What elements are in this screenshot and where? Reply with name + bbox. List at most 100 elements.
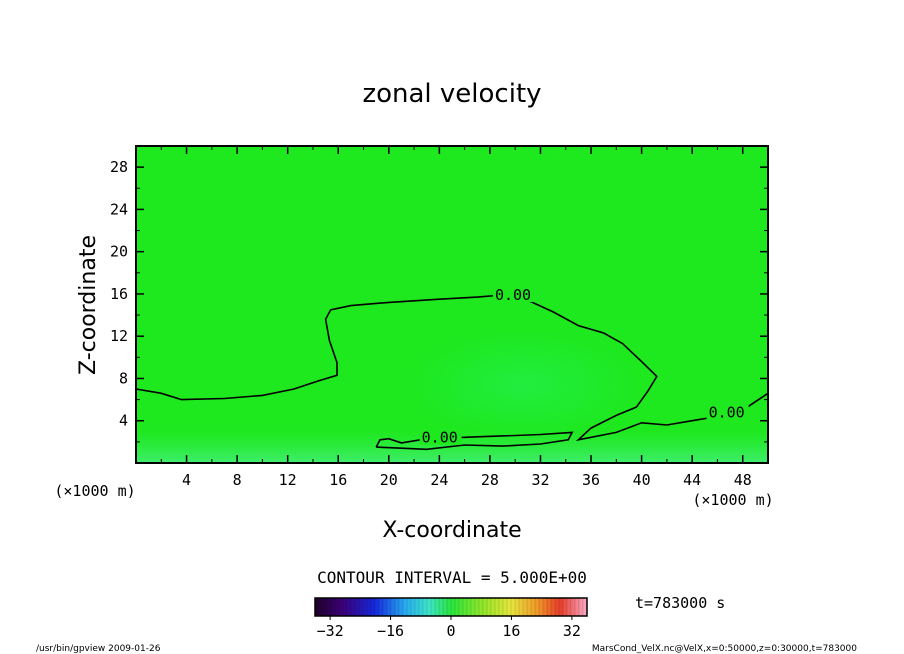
colorbar-cell xyxy=(371,598,376,616)
x-tick-label: 44 xyxy=(683,471,701,489)
field-maximum-region xyxy=(410,330,640,440)
colorbar-cell xyxy=(335,598,340,616)
contour-interval-label: CONTOUR INTERVAL = 5.000E+00 xyxy=(317,568,587,587)
x-tick-label: 8 xyxy=(233,471,242,489)
colorbar-cell xyxy=(515,598,520,616)
colorbar-cell xyxy=(431,598,436,616)
x-tick-label: 40 xyxy=(633,471,651,489)
colorbar-cell xyxy=(507,598,512,616)
chart-title: zonal velocity xyxy=(362,79,541,109)
colorbar-cell xyxy=(475,598,480,616)
colorbar-cell xyxy=(379,598,384,616)
colorbar-cell xyxy=(419,598,424,616)
colorbar-cell xyxy=(495,598,500,616)
y-tick-label: 8 xyxy=(119,369,128,387)
colorbar-cell xyxy=(479,598,484,616)
colorbar-cell xyxy=(519,598,524,616)
colorbar xyxy=(314,598,588,616)
contour-line-0 xyxy=(135,294,769,442)
x-axis-label: X-coordinate xyxy=(382,518,521,543)
contour-label: 0.00 xyxy=(709,403,745,421)
colorbar-cell xyxy=(451,598,456,616)
colorbar-cell xyxy=(323,598,328,616)
colorbar-cell xyxy=(567,598,572,616)
colorbar-cell xyxy=(423,598,428,616)
y-tick-label: 4 xyxy=(119,412,128,430)
colorbar-cell xyxy=(487,598,492,616)
colorbar-cell xyxy=(583,598,588,616)
colorbar-cell xyxy=(575,598,580,616)
colorbar-ticks: −32 −16 0 16 32 xyxy=(317,616,581,640)
colorbar-cell xyxy=(531,598,536,616)
y-tick-label: 12 xyxy=(110,327,128,345)
x-tick-label: 12 xyxy=(279,471,297,489)
colorbar-cell xyxy=(319,598,324,616)
colorbar-cell xyxy=(535,598,540,616)
x-tick-label: 24 xyxy=(430,471,448,489)
colorbar-cell xyxy=(555,598,560,616)
colorbar-cell xyxy=(439,598,444,616)
colorbar-cell xyxy=(363,598,368,616)
plot-area: 0.000.000.00 4 8 12 16 20 24 28 32 36 40 44 48 4812… xyxy=(110,145,769,489)
x-tick-label: 48 xyxy=(734,471,752,489)
colorbar-cell xyxy=(387,598,392,616)
colorbar-cell xyxy=(395,598,400,616)
colorbar-cell xyxy=(447,598,452,616)
colorbar-cell xyxy=(383,598,388,616)
colorbar-cell xyxy=(443,598,448,616)
y-tick-label: 28 xyxy=(110,158,128,176)
colorbar-cell xyxy=(399,598,404,616)
x-tick-label: 4 xyxy=(182,471,191,489)
colorbar-tick-label: −32 xyxy=(317,622,344,640)
colorbar-cell xyxy=(527,598,532,616)
colorbar-cell xyxy=(563,598,568,616)
colorbar-cell xyxy=(331,598,336,616)
colorbar-cell xyxy=(359,598,364,616)
colorbar-cell xyxy=(491,598,496,616)
colorbar-tick-label: 16 xyxy=(502,622,520,640)
contour-label-bg xyxy=(706,403,749,420)
colorbar-cell xyxy=(355,598,360,616)
contour-label: 0.00 xyxy=(495,286,531,304)
colorbar-cell xyxy=(559,598,564,616)
y-axis-label: Z-coordinate xyxy=(76,235,101,375)
colorbar-cell xyxy=(579,598,584,616)
colorbar-cell xyxy=(327,598,332,616)
colorbar-cell xyxy=(351,598,356,616)
colorbar-cell xyxy=(339,598,344,616)
colorbar-cell xyxy=(415,598,420,616)
colorbar-cell xyxy=(471,598,476,616)
colorbar-cell xyxy=(455,598,460,616)
colorbar-cell xyxy=(343,598,348,616)
colorbar-cell xyxy=(547,598,552,616)
contour-label: 0.00 xyxy=(422,429,458,447)
colorbar-cell xyxy=(499,598,504,616)
colorbar-cell xyxy=(459,598,464,616)
x-axis-unit-right: (×1000 m) xyxy=(692,491,773,509)
colorbar-cell xyxy=(391,598,396,616)
colorbar-cell xyxy=(407,598,412,616)
colorbar-cell xyxy=(571,598,576,616)
y-tick-label: 20 xyxy=(110,243,128,261)
colorbar-cell xyxy=(375,598,380,616)
x-tick-label: 28 xyxy=(481,471,499,489)
y-axis-ticks: 4 8 12 16 20 24 28 xyxy=(110,158,768,443)
colorbar-cell xyxy=(403,598,408,616)
colorbar-cell xyxy=(539,598,544,616)
x-tick-label: 36 xyxy=(582,471,600,489)
colorbar-tick-label: 32 xyxy=(563,622,581,640)
x-tick-label: 32 xyxy=(531,471,549,489)
colorbar-cell xyxy=(463,598,468,616)
footer-left: /usr/bin/gpview 2009-01-26 xyxy=(36,644,161,654)
colorbar-cell xyxy=(503,598,508,616)
footer-right: MarsCond_VelX.nc@VelX,x=0:50000,z=0:3000… xyxy=(592,644,857,654)
colorbar-cell xyxy=(551,598,556,616)
y-tick-label: 16 xyxy=(110,285,128,303)
colorbar-cell xyxy=(411,598,416,616)
plot-frame xyxy=(135,145,769,464)
contour-lines: 0.00 0.00 0.00 xyxy=(135,285,769,451)
colorbar-cell xyxy=(467,598,472,616)
time-label: t=783000 s xyxy=(635,594,725,612)
colorbar-cell xyxy=(511,598,516,616)
